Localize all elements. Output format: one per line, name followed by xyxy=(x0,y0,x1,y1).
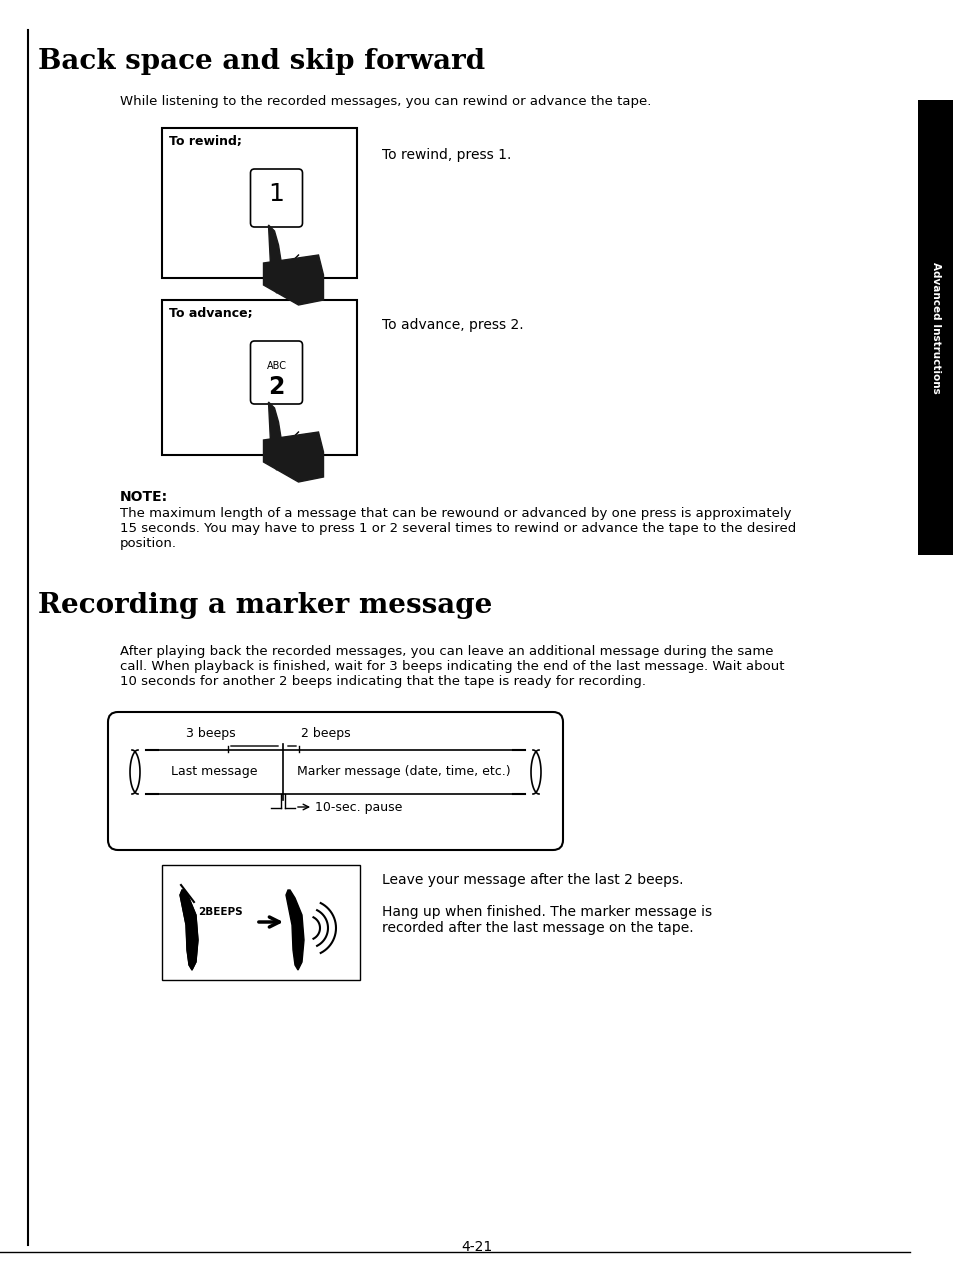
FancyBboxPatch shape xyxy=(251,170,302,226)
Polygon shape xyxy=(268,402,282,471)
Text: 2: 2 xyxy=(268,374,284,398)
Text: Leave your message after the last 2 beeps.: Leave your message after the last 2 beep… xyxy=(381,873,682,887)
Text: Recording a marker message: Recording a marker message xyxy=(38,592,492,619)
Polygon shape xyxy=(263,433,323,482)
Text: The maximum length of a message that can be rewound or advanced by one press is : The maximum length of a message that can… xyxy=(120,507,796,550)
Text: Marker message (date, time, etc.): Marker message (date, time, etc.) xyxy=(297,765,510,778)
Polygon shape xyxy=(180,891,198,970)
Bar xyxy=(162,128,356,278)
Text: Last message: Last message xyxy=(172,765,257,778)
FancyBboxPatch shape xyxy=(108,712,562,850)
Polygon shape xyxy=(286,891,304,970)
Text: 4-21: 4-21 xyxy=(461,1240,492,1254)
FancyBboxPatch shape xyxy=(917,100,953,555)
Text: 2 beeps: 2 beeps xyxy=(301,727,351,740)
Text: To rewind;: To rewind; xyxy=(169,135,242,148)
Bar xyxy=(162,300,356,455)
Text: Back space and skip forward: Back space and skip forward xyxy=(38,48,485,75)
Text: 10-sec. pause: 10-sec. pause xyxy=(314,802,402,815)
Text: 1: 1 xyxy=(269,182,284,206)
Text: To advance, press 2.: To advance, press 2. xyxy=(381,318,523,331)
Bar xyxy=(162,865,359,980)
Text: ABC: ABC xyxy=(266,361,286,371)
Text: To advance;: To advance; xyxy=(169,307,253,320)
Text: NOTE:: NOTE: xyxy=(120,490,168,503)
Text: To rewind, press 1.: To rewind, press 1. xyxy=(381,148,511,162)
Polygon shape xyxy=(263,256,323,305)
Text: After playing back the recorded messages, you can leave an additional message du: After playing back the recorded messages… xyxy=(120,645,783,688)
Text: Advanced Instructions: Advanced Instructions xyxy=(930,262,940,393)
Text: 2BEEPS: 2BEEPS xyxy=(198,907,242,917)
Text: While listening to the recorded messages, you can rewind or advance the tape.: While listening to the recorded messages… xyxy=(120,95,651,108)
FancyBboxPatch shape xyxy=(251,342,302,404)
Polygon shape xyxy=(268,225,282,293)
Text: Hang up when finished. The marker message is
recorded after the last message on : Hang up when finished. The marker messag… xyxy=(381,904,711,935)
Text: 3 beeps: 3 beeps xyxy=(186,727,235,740)
